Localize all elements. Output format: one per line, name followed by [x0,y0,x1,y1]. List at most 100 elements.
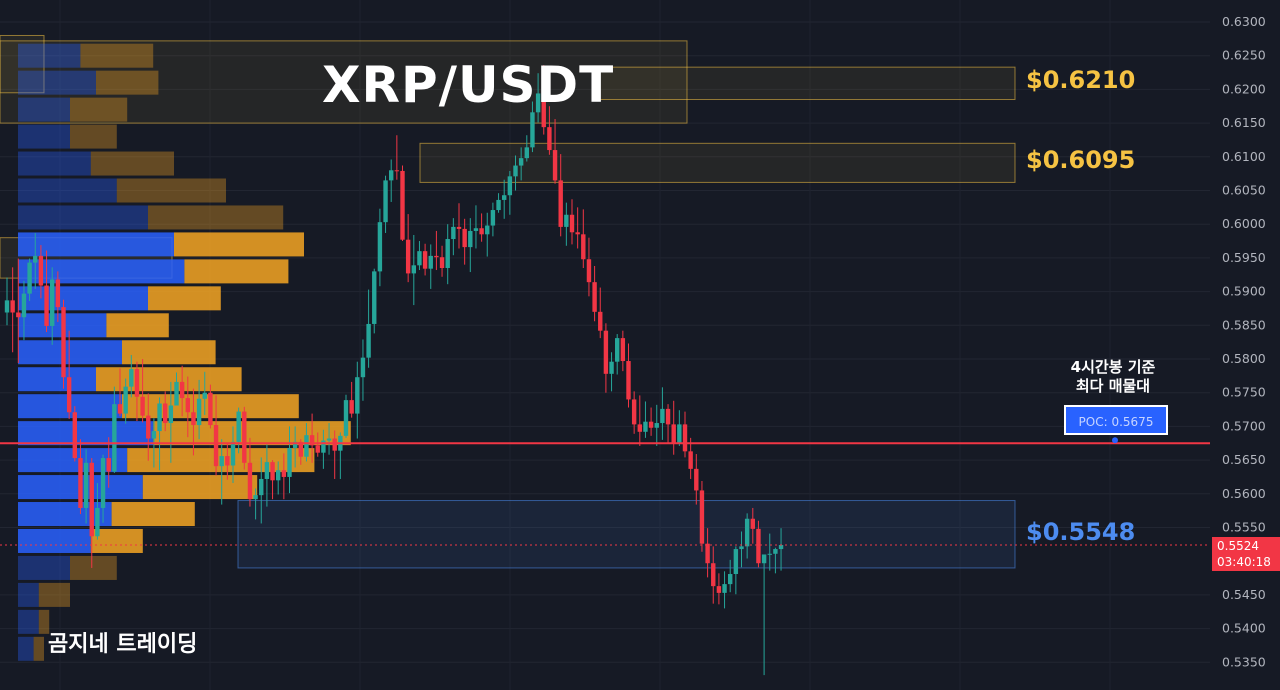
candle-body [711,563,716,587]
candle-body [626,361,631,400]
candle-body [315,445,320,453]
candle-body [552,150,558,181]
candle-body [253,495,258,500]
candle-body [473,228,479,231]
candle-body [168,405,174,424]
volume-bar-sell [142,475,258,500]
candle-body [541,93,546,128]
volume-bar-sell [111,502,195,527]
candle-body [502,195,507,200]
candle-body [10,300,15,313]
volume-bar-buy [18,178,117,203]
poc-marker [1112,437,1118,444]
candle-body [185,398,190,413]
candle-body [631,399,637,425]
candle-body [38,255,44,286]
candle-body [247,462,253,500]
candle-body [225,456,230,466]
candle-body [586,259,592,283]
y-tick-label: 0.5850 [1222,317,1266,332]
candle-body [654,423,659,428]
candle-body [677,424,682,443]
poc-note-line: 4시간봉 기준 [1070,358,1156,376]
candle-body [547,127,552,151]
candle-body [739,546,744,550]
candle-body [479,228,484,235]
candle-body [665,408,671,425]
candle-body [609,361,614,374]
volume-bar-sell [106,313,169,338]
volume-bar-sell [33,636,44,661]
volume-bar-sell [70,97,128,122]
candle-body [428,255,433,269]
candle-body [304,435,309,457]
candle-body [750,518,755,529]
candle-body [569,214,575,233]
level-label: $0.6210 [1026,66,1136,94]
candle-body [620,338,626,362]
volume-bar-buy [18,421,154,446]
y-tick-label: 0.5950 [1222,250,1266,265]
y-tick-label: 0.5350 [1222,654,1266,669]
candle-body [648,421,654,428]
candle-body [439,257,445,269]
volume-bar-sell [38,609,50,634]
candle-body [292,441,298,448]
candle-body [230,441,236,466]
candle-body [422,251,428,269]
candle-body [615,338,620,362]
candle-body [259,478,264,496]
candle-body [592,282,597,312]
candle-body [716,586,722,593]
candle-body [89,462,94,537]
candle-body [637,424,642,432]
candle-body [27,262,32,294]
candle-body [389,170,394,181]
volume-bar-buy [18,259,185,284]
candle-body [287,447,292,477]
candle-body [513,165,518,177]
y-tick-label: 0.6150 [1222,115,1266,130]
volume-bar-buy [18,636,34,661]
candle-body [581,234,586,260]
candle-body [129,369,134,387]
candle-body [146,415,151,439]
y-tick-label: 0.5700 [1222,418,1266,433]
candle-body [485,225,490,235]
level-label: $0.6095 [1026,146,1136,174]
candle-countdown: 03:40:18 [1217,555,1271,569]
candle-body [117,404,123,414]
candle-body [219,456,224,467]
volume-bar-buy [18,367,96,392]
candle-body [558,180,563,227]
candle-body [179,381,185,399]
candle-body [761,554,767,564]
candle-body [321,440,326,453]
volume-bar-sell [116,178,226,203]
volume-bar-buy [18,124,70,149]
volume-bar-sell [148,286,221,311]
volume-bar-sell [174,232,304,257]
y-tick-label: 0.6300 [1222,14,1266,29]
volume-profile [18,43,351,661]
candle-body [688,451,693,469]
candle-body [722,584,727,593]
candle-body [530,112,535,148]
candle-body [100,458,106,508]
candle-body [134,369,140,397]
candle-body [699,490,705,544]
candle-body [411,265,416,274]
candle-body [78,458,83,508]
candle-body [462,228,467,248]
candle-body [383,180,388,223]
candle-body [468,230,473,248]
candle-body [518,158,524,166]
candle-body [535,93,541,113]
candle-body [366,323,371,358]
volume-bar-buy [18,286,148,311]
current-price: 0.5524 [1217,539,1259,553]
candle-body [281,470,287,477]
y-tick-label: 0.5800 [1222,351,1266,366]
candle-body [694,468,699,491]
